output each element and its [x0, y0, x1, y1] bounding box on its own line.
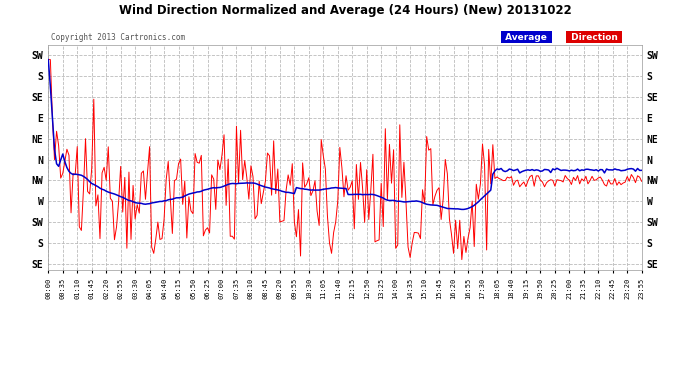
- Text: Direction: Direction: [568, 33, 620, 42]
- Text: Copyright 2013 Cartronics.com: Copyright 2013 Cartronics.com: [51, 33, 186, 42]
- Text: Average: Average: [502, 33, 550, 42]
- Text: Wind Direction Normalized and Average (24 Hours) (New) 20131022: Wind Direction Normalized and Average (2…: [119, 4, 571, 17]
